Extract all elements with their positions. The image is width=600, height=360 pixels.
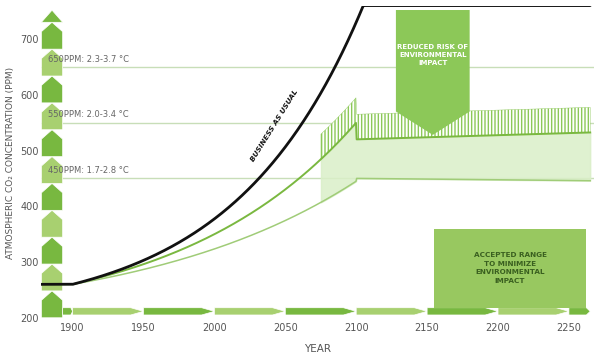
Polygon shape <box>41 130 62 157</box>
Text: ACCEPTED RANGE
TO MINIMIZE
ENVIRONMENTAL
IMPACT: ACCEPTED RANGE TO MINIMIZE ENVIRONMENTAL… <box>473 252 547 284</box>
Polygon shape <box>214 308 286 315</box>
Polygon shape <box>41 184 62 210</box>
Polygon shape <box>62 308 73 315</box>
Polygon shape <box>41 22 62 49</box>
Polygon shape <box>41 76 62 103</box>
X-axis label: YEAR: YEAR <box>304 345 331 355</box>
Polygon shape <box>41 210 62 237</box>
Polygon shape <box>41 49 62 76</box>
Polygon shape <box>41 264 62 291</box>
Polygon shape <box>143 308 214 315</box>
Polygon shape <box>73 308 143 315</box>
Polygon shape <box>396 10 470 135</box>
Polygon shape <box>569 308 590 315</box>
Text: 550PPM: 2.0-3.4 °C: 550PPM: 2.0-3.4 °C <box>49 110 129 119</box>
Y-axis label: ATMOSPHERIC CO₂ CONCENTRATION (PPM): ATMOSPHERIC CO₂ CONCENTRATION (PPM) <box>5 67 14 259</box>
Polygon shape <box>356 308 427 315</box>
Polygon shape <box>41 291 62 318</box>
Polygon shape <box>498 308 569 315</box>
Polygon shape <box>41 10 62 22</box>
Text: BUSINESS AS USUAL: BUSINESS AS USUAL <box>249 89 299 162</box>
Polygon shape <box>427 308 498 315</box>
Text: REDUCED RISK OF
ENVIRONMENTAL
IMPACT: REDUCED RISK OF ENVIRONMENTAL IMPACT <box>397 44 469 66</box>
Polygon shape <box>41 157 62 184</box>
Text: 450PPM: 1.7-2.8 °C: 450PPM: 1.7-2.8 °C <box>49 166 129 175</box>
Polygon shape <box>286 308 356 315</box>
FancyBboxPatch shape <box>434 229 586 308</box>
Polygon shape <box>41 237 62 264</box>
Text: 650PPM: 2.3-3.7 °C: 650PPM: 2.3-3.7 °C <box>49 54 130 63</box>
Polygon shape <box>41 103 62 130</box>
